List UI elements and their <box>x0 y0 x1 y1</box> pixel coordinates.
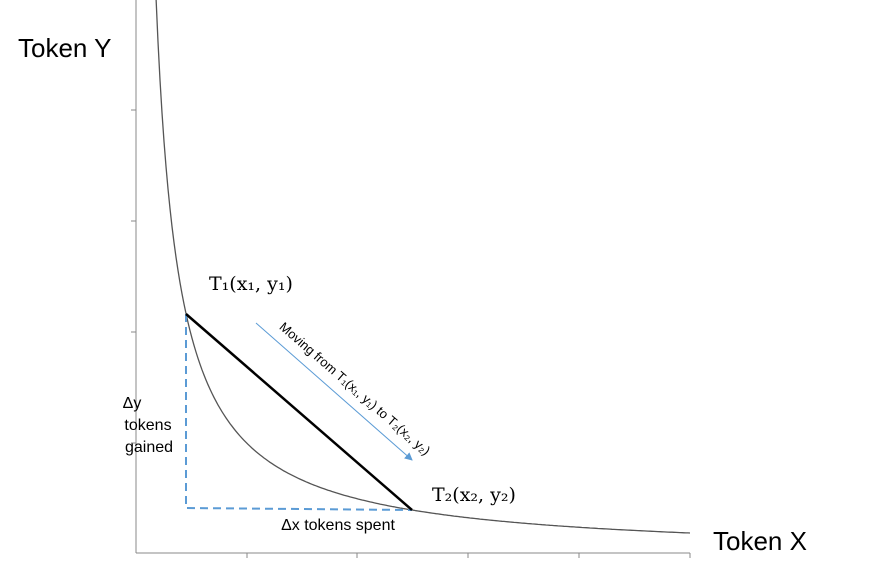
x-axis-label: Token X <box>713 526 807 556</box>
arrow-label: Moving from T₁(x₁, y₁) to T₂(x₂, y₂) <box>277 319 434 458</box>
trade-line <box>185 313 413 511</box>
label-line: gained <box>125 439 173 456</box>
label-line: tokens <box>124 417 171 434</box>
y-axis-label: Token Y <box>18 33 111 63</box>
point-label: T₂(x₂, y₂) <box>432 484 516 506</box>
point-label: T₁(x₁, y₁) <box>209 273 293 295</box>
label-line: Δy <box>123 395 142 412</box>
direction-arrow <box>255 322 413 461</box>
delta-y-label: Δy tokens gained <box>123 395 173 456</box>
delta-guides <box>185 314 413 511</box>
delta-x-label: Δx tokens spent <box>281 517 395 534</box>
axes <box>131 0 691 558</box>
bonding-curve <box>155 0 691 534</box>
